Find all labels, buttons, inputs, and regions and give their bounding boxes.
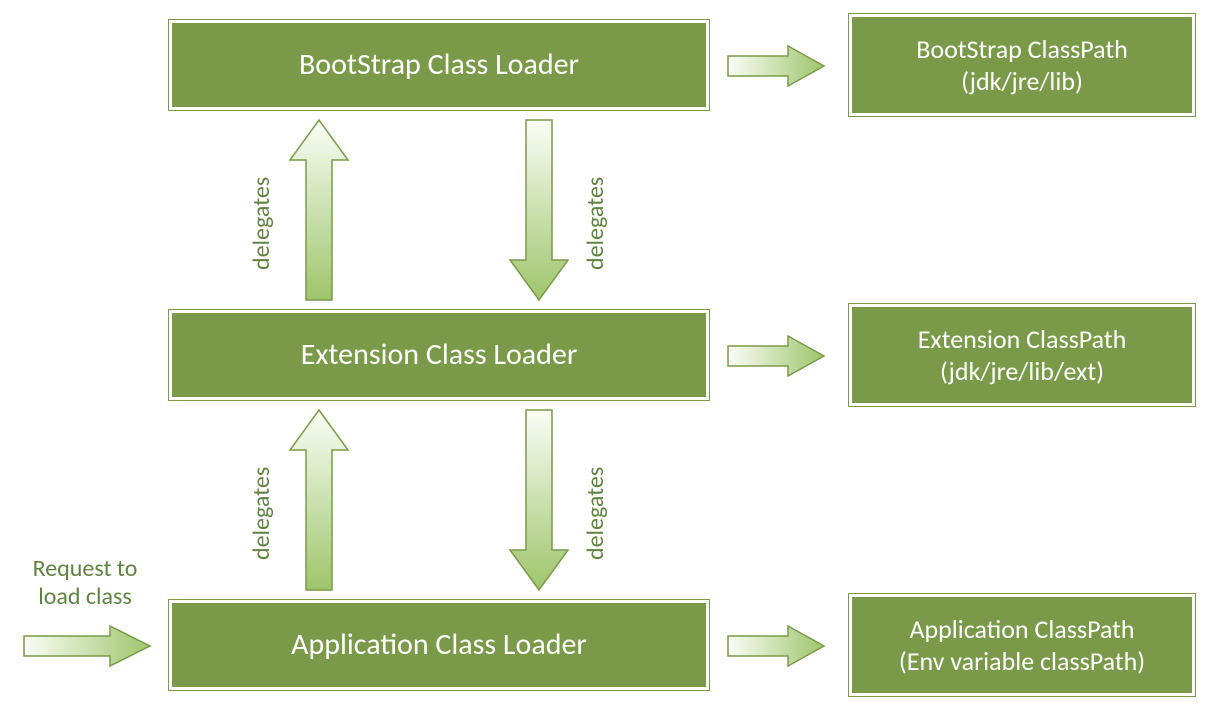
delegates-label-3: delegates [248, 440, 276, 560]
arrow-extension-to-path [726, 334, 826, 378]
arrow-ext-to-app-down [508, 408, 570, 592]
arrow-boot-to-ext-down [508, 118, 570, 302]
node-bootstrap-loader: BootStrap Class Loader [169, 20, 709, 110]
node-label-line2: (jdk/jre/lib) [961, 65, 1083, 98]
node-application-loader: Application Class Loader [169, 600, 709, 690]
request-label-line2: load class [38, 582, 132, 611]
request-label: Request to load class [15, 555, 155, 610]
node-label-line1: Application ClassPath [909, 613, 1134, 646]
arrow-request-in [22, 624, 152, 668]
delegates-label-2: delegates [582, 150, 610, 270]
node-label: Extension Class Loader [301, 336, 578, 374]
arrow-bootstrap-to-path [726, 44, 826, 88]
delegates-label-4: delegates [582, 440, 610, 560]
node-bootstrap-path: BootStrap ClassPath (jdk/jre/lib) [849, 14, 1195, 116]
node-extension-path: Extension ClassPath (jdk/jre/lib/ext) [849, 304, 1195, 406]
node-label-line2: (jdk/jre/lib/ext) [940, 355, 1104, 388]
node-extension-loader: Extension Class Loader [169, 310, 709, 400]
request-label-line1: Request to [33, 554, 138, 583]
delegates-label-1: delegates [248, 150, 276, 270]
node-label-line2: (Env variable classPath) [899, 645, 1145, 678]
node-label-line1: Extension ClassPath [918, 323, 1127, 356]
node-label: Application Class Loader [291, 626, 587, 664]
arrow-application-to-path [726, 624, 826, 668]
node-label-line1: BootStrap ClassPath [916, 33, 1128, 66]
arrow-app-to-ext-up [288, 408, 350, 592]
node-application-path: Application ClassPath (Env variable clas… [849, 594, 1195, 696]
arrow-ext-to-boot-up [288, 118, 350, 302]
node-label: BootStrap Class Loader [299, 46, 579, 84]
